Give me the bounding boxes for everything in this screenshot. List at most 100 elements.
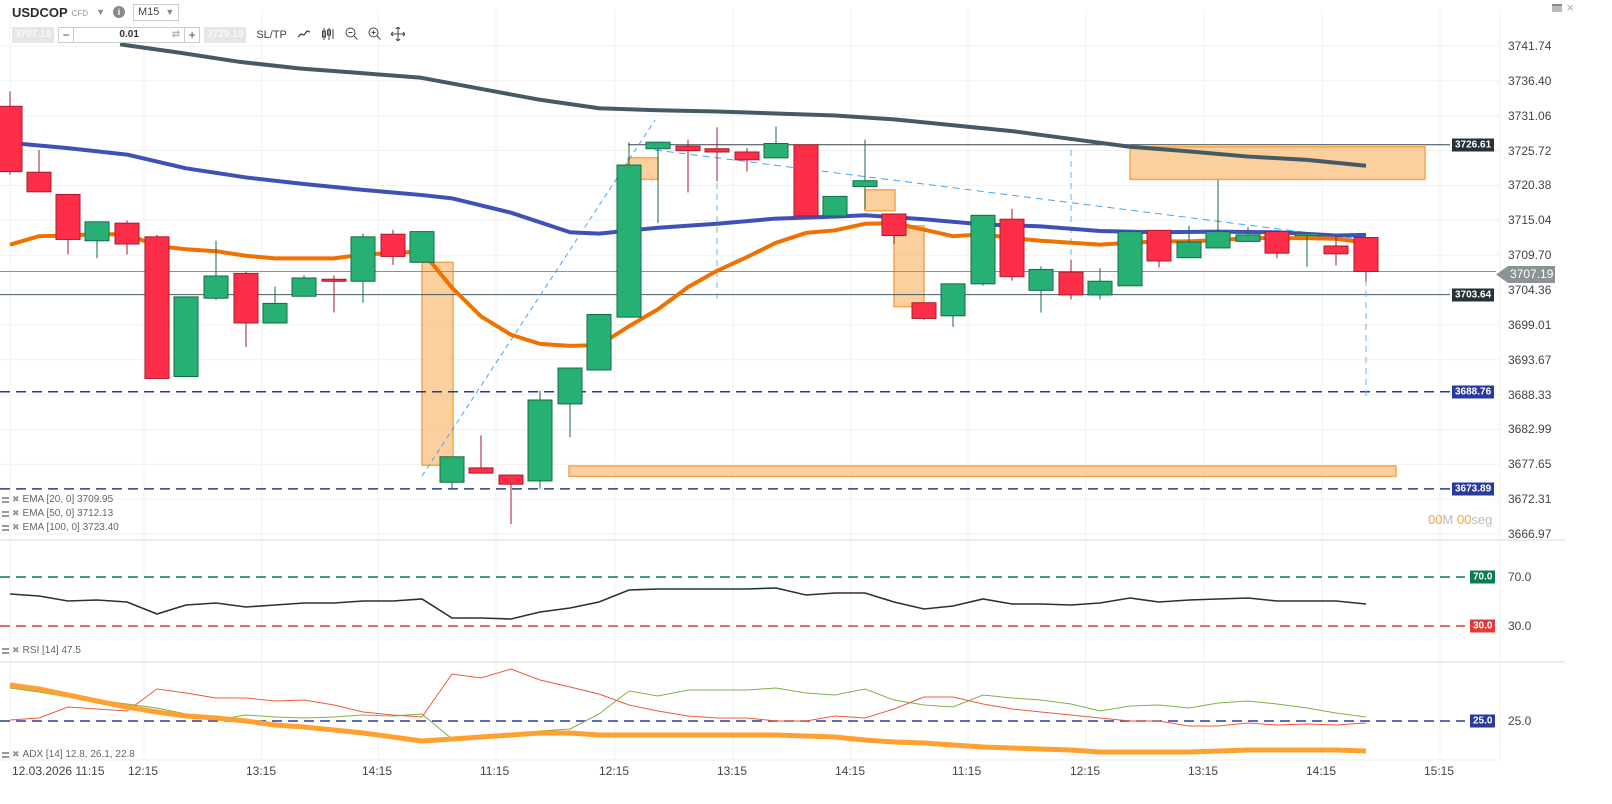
timer-minutes: 00: [1428, 512, 1443, 527]
legend-rsi[interactable]: ✖ RSI [14] 47.5: [2, 645, 81, 656]
time-axis-label: 12:15: [128, 764, 159, 778]
remove-indicator-icon[interactable]: ✖: [12, 749, 20, 759]
zoom-in-icon[interactable]: [368, 27, 381, 43]
time-axis-label: 14:15: [362, 764, 393, 778]
bullish-candle: [409, 231, 435, 263]
bearish-candle: [675, 145, 701, 152]
quantity-plus-button[interactable]: +: [188, 28, 196, 42]
bearish-candle: [1146, 229, 1172, 262]
price-tag: 3688.76: [1452, 385, 1495, 399]
quantity-minus-button[interactable]: −: [62, 28, 70, 42]
symbol-dropdown-caret-icon[interactable]: ▼: [96, 7, 105, 17]
time-axis-label: 11:15: [480, 764, 510, 778]
current-price-value: 3707.19: [1508, 266, 1556, 283]
time-axis-label: 14:15: [835, 764, 866, 778]
instrument-type: CFD: [71, 9, 89, 18]
symbol-name[interactable]: USDCOP: [12, 4, 68, 20]
legend-menu-icon[interactable]: [2, 496, 9, 503]
bullish-candle: [822, 195, 848, 217]
candle-countdown: 00M 00seg: [1428, 512, 1492, 527]
time-axis-label: 15:15: [1424, 764, 1455, 778]
pan-move-icon[interactable]: [390, 25, 406, 44]
price-axis-label: 3672.31: [1508, 492, 1552, 507]
highlight-zone: [864, 189, 896, 212]
bullish-candle: [616, 164, 642, 318]
bullish-candle: [1028, 268, 1054, 291]
swap-icon[interactable]: ⇄: [171, 29, 181, 40]
buy-price-button[interactable]: 3729.19: [204, 27, 247, 43]
time-axis-label: 12.03.2026 11:15: [12, 764, 105, 778]
time-axis-label: 12:15: [599, 764, 630, 778]
bullish-candle: [1235, 234, 1261, 242]
price-tag: 3703.64: [1452, 288, 1495, 302]
price-axis-label: 3715.04: [1508, 213, 1552, 228]
price-axis-label: 3709.70: [1508, 248, 1552, 263]
legend-menu-icon[interactable]: [2, 510, 9, 517]
bullish-candle: [1087, 280, 1113, 296]
legend-ema100[interactable]: ✖ EMA [100, 0] 3723.40: [2, 522, 119, 533]
price-axis-label: 3666.97: [1508, 527, 1552, 541]
highlight-zone: [421, 261, 454, 467]
time-axis-label: 11:15: [952, 764, 982, 778]
info-icon[interactable]: i: [113, 6, 125, 18]
timer-seconds: 00: [1456, 512, 1472, 527]
legend-ema20[interactable]: ✖ EMA [20, 0] 3709.95: [2, 494, 113, 505]
bearish-candle: [26, 171, 52, 193]
bearish-candle: [233, 272, 259, 324]
remove-indicator-icon[interactable]: ✖: [12, 508, 20, 518]
bullish-candle: [586, 314, 612, 371]
legend-menu-icon[interactable]: [2, 751, 9, 758]
bullish-candle: [1117, 231, 1143, 287]
minus-di-line: [9, 668, 1367, 727]
bearish-candle: [144, 236, 170, 379]
bearish-candle: [1323, 245, 1349, 255]
bearish-candle: [881, 213, 907, 237]
sltp-button[interactable]: SL/TP: [256, 29, 287, 41]
legend-menu-icon[interactable]: [2, 524, 9, 531]
bearish-candle: [468, 467, 494, 474]
close-icon[interactable]: ×: [1566, 0, 1574, 15]
timer-seconds-label: seg: [1471, 512, 1493, 527]
zoom-out-icon[interactable]: [345, 27, 358, 43]
price-axis-label: 3741.74: [1508, 39, 1552, 53]
legend-rsi-label: RSI [14] 47.5: [22, 645, 81, 656]
quantity-input[interactable]: 0.01 ⇄: [73, 28, 186, 42]
price-axis-label: 3682.99: [1508, 422, 1552, 437]
rsi-lower-tag: 30.0: [1470, 619, 1496, 633]
bullish-candle: [291, 277, 317, 297]
price-axis-label: 3720.38: [1508, 178, 1552, 193]
bullish-candle: [173, 296, 199, 378]
candlestick-type-icon[interactable]: [321, 27, 335, 43]
legend-ema50[interactable]: ✖ EMA [50, 0] 3712.13: [2, 508, 113, 519]
sell-price-button[interactable]: 3707.19: [12, 27, 55, 43]
timeframe-select[interactable]: M15 ▼: [133, 3, 180, 21]
rsi-lower-label: 30.0: [1508, 619, 1532, 633]
time-axis-label: 13:15: [717, 764, 748, 778]
remove-indicator-icon[interactable]: ✖: [12, 645, 20, 655]
price-axis-label: 3699.01: [1508, 317, 1552, 332]
bullish-candle: [350, 236, 376, 282]
time-axis-label: 12:15: [1070, 764, 1101, 778]
bearish-candle: [1264, 231, 1290, 254]
legend-adx[interactable]: ✖ ADX [14] 12.8, 26.1, 22.8: [2, 749, 135, 760]
bullish-candle: [439, 456, 465, 483]
legend-menu-icon[interactable]: [2, 647, 9, 654]
quantity-stepper[interactable]: − 0.01 ⇄ +: [58, 27, 201, 43]
highlight-zone: [568, 465, 1397, 478]
rsi-upper-label: 70.0: [1508, 570, 1532, 584]
bearish-candle: [0, 105, 23, 173]
bearish-candle: [114, 222, 140, 245]
timeframe-value: M15: [138, 6, 160, 18]
minimize-icon[interactable]: [1552, 3, 1563, 12]
price-axis-label: 3736.40: [1508, 73, 1552, 88]
chevron-down-icon: ▼: [165, 7, 175, 17]
legend-ema20-label: EMA [20, 0] 3709.95: [22, 494, 114, 505]
bearish-candle: [911, 302, 937, 319]
line-chart-icon[interactable]: [297, 29, 311, 42]
bearish-candle: [999, 218, 1025, 278]
bearish-candle: [321, 278, 347, 282]
remove-indicator-icon[interactable]: ✖: [12, 494, 20, 504]
trend-line: [421, 119, 656, 477]
remove-indicator-icon[interactable]: ✖: [12, 522, 20, 532]
